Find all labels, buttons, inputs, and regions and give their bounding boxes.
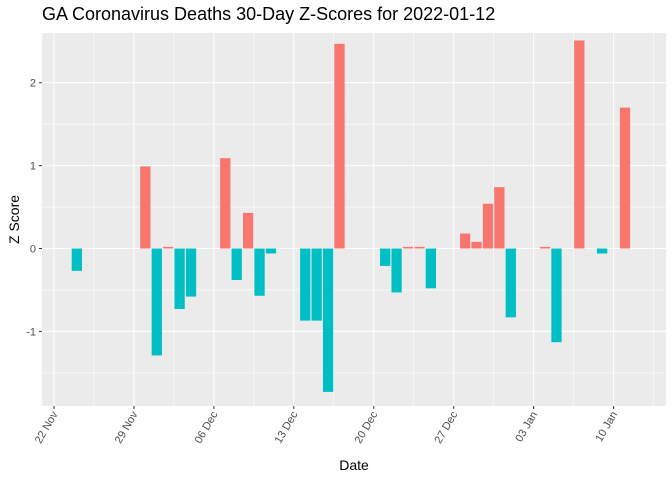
bar bbox=[163, 246, 174, 249]
x-tick-label: 13 Dec bbox=[273, 409, 301, 446]
bar bbox=[505, 248, 516, 318]
y-axis: -1 0 1 2 bbox=[26, 78, 42, 338]
bar bbox=[311, 248, 322, 321]
x-tick-label: 10 Jan bbox=[593, 410, 620, 445]
bars bbox=[71, 40, 631, 392]
x-axis: 22 Nov 29 Nov 06 Dec 13 Dec 20 Dec 27 Dec 03 J… bbox=[33, 406, 620, 446]
y-tick-label: 1 bbox=[30, 161, 36, 173]
x-tick-label: 03 Jan bbox=[513, 410, 540, 445]
y-tick-label: 2 bbox=[30, 78, 36, 90]
bar bbox=[151, 248, 162, 356]
bar bbox=[231, 248, 242, 281]
bar bbox=[619, 107, 631, 249]
y-tick-label: 0 bbox=[30, 244, 36, 256]
plot-panel bbox=[42, 33, 666, 406]
bar bbox=[459, 233, 471, 249]
grid-major bbox=[42, 33, 666, 406]
x-tick-label: 20 Dec bbox=[353, 409, 381, 446]
bar bbox=[140, 166, 151, 249]
bar bbox=[71, 248, 82, 271]
bar bbox=[334, 43, 345, 249]
bar bbox=[414, 246, 425, 249]
y-axis-title: Z Score bbox=[6, 195, 22, 244]
bar bbox=[551, 248, 562, 343]
grid-minor bbox=[13, 33, 666, 406]
bar bbox=[185, 248, 197, 297]
y-tick-label: -1 bbox=[26, 326, 36, 338]
bar bbox=[574, 40, 585, 249]
bar bbox=[322, 248, 334, 392]
x-tick-label: 27 Dec bbox=[432, 409, 460, 446]
x-tick-label: 22 Nov bbox=[33, 409, 61, 446]
bar bbox=[482, 203, 494, 249]
bar bbox=[265, 248, 277, 254]
bar bbox=[220, 158, 231, 249]
x-axis-title: Date bbox=[339, 457, 369, 473]
bar bbox=[380, 248, 391, 266]
bar bbox=[174, 248, 185, 310]
bar bbox=[254, 248, 265, 296]
bar bbox=[539, 246, 551, 249]
bar bbox=[597, 248, 608, 254]
bar bbox=[402, 246, 414, 249]
chart-title: GA Coronavirus Deaths 30-Day Z-Scores fo… bbox=[42, 4, 496, 24]
bar bbox=[494, 187, 505, 249]
x-tick-label: 06 Dec bbox=[193, 409, 221, 446]
bar bbox=[391, 248, 402, 293]
bar bbox=[471, 241, 482, 249]
bar bbox=[243, 212, 254, 249]
x-tick-label: 29 Nov bbox=[113, 409, 141, 446]
bar bbox=[425, 248, 436, 289]
bar bbox=[300, 248, 311, 321]
